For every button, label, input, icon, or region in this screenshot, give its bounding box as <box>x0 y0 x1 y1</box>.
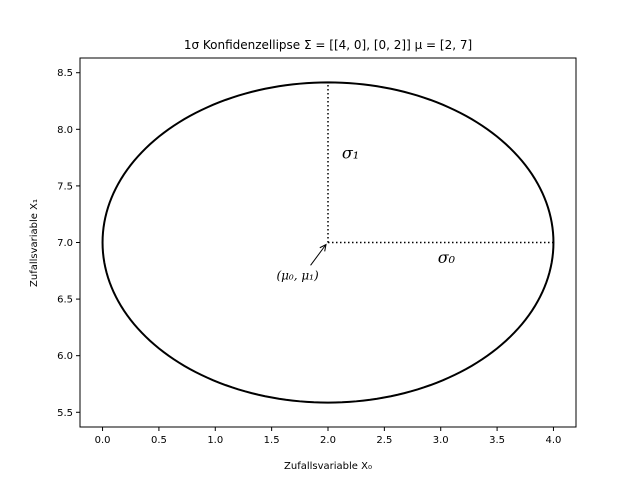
x-tick-label: 4.0 <box>546 435 562 446</box>
y-tick-label: 5.5 <box>57 408 73 419</box>
y-tick-label: 6.5 <box>57 295 73 306</box>
chart-title: 1σ Konfidenzellipse Σ = [[4, 0], [0, 2]]… <box>184 38 472 52</box>
x-tick-label: 1.0 <box>207 435 223 446</box>
x-tick-label: 3.5 <box>489 435 505 446</box>
mean-arrow <box>310 244 327 266</box>
x-tick-label: 3.0 <box>433 435 449 446</box>
x-axis: 0.0 0.5 1.0 1.5 2.0 2.5 3.0 3.5 4.0 <box>95 427 562 446</box>
y-axis: 5.5 6.0 6.5 7.0 7.5 8.0 8.5 <box>57 68 80 419</box>
sigma-0-label: σ₀ <box>438 248 456 267</box>
y-axis-label: Zufallsvariable X₁ <box>29 199 40 287</box>
mean-annotation: (μ₀, μ₁) <box>276 268 319 282</box>
mean-arrow-head <box>319 243 327 252</box>
x-tick-label: 1.5 <box>264 435 280 446</box>
y-tick-label: 6.0 <box>57 351 73 362</box>
plot-area: σ₀ σ₁ (μ₀, μ₁) <box>101 81 555 404</box>
confidence-ellipse <box>101 81 555 404</box>
sigma-1-label: σ₁ <box>342 144 359 163</box>
x-axis-label: Zufallsvariable X₀ <box>284 461 372 472</box>
y-tick-label: 8.0 <box>57 125 73 136</box>
y-tick-label: 7.5 <box>57 181 73 192</box>
y-tick-label: 8.5 <box>57 68 73 79</box>
x-tick-label: 0.5 <box>151 435 167 446</box>
x-tick-label: 0.0 <box>95 435 111 446</box>
x-tick-label: 2.0 <box>320 435 336 446</box>
y-tick-label: 7.0 <box>57 238 73 249</box>
x-tick-label: 2.5 <box>376 435 392 446</box>
